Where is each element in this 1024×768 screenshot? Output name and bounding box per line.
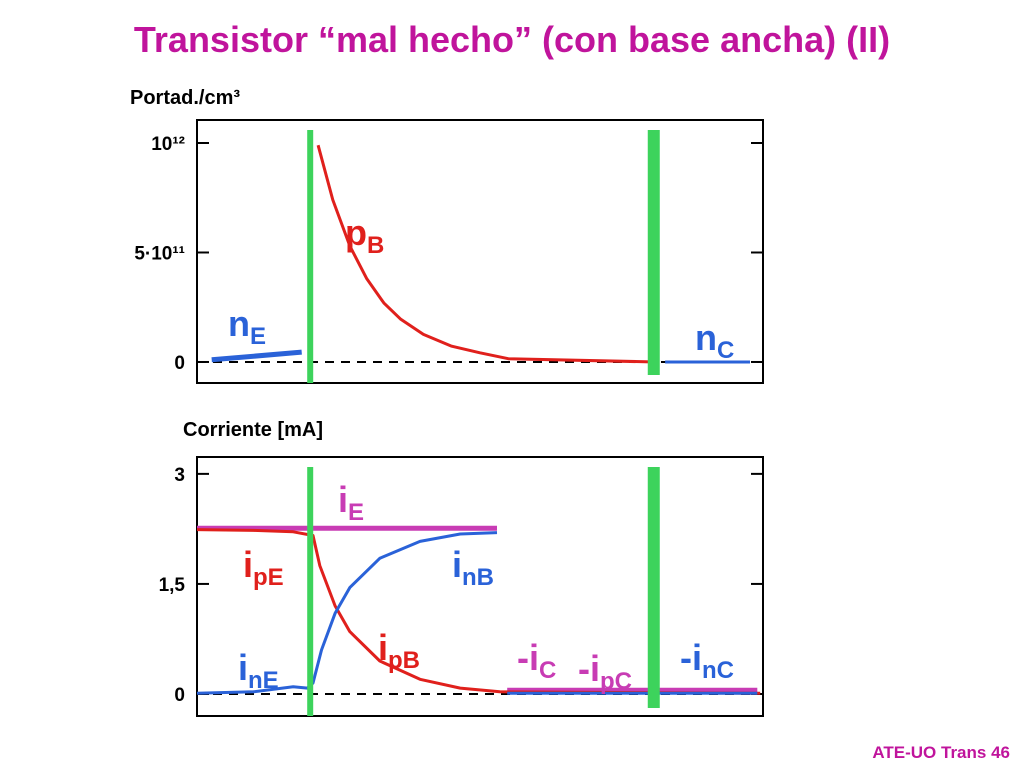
annotation: iE [338,479,364,526]
annotation-text: -i [517,637,539,678]
y-tick-label: 1,5 [159,575,186,596]
plot-frame [196,456,764,717]
annotation-text: -i [578,648,600,689]
annotation-sub: nB [462,564,494,591]
annotation-sub: C [539,657,556,684]
data-line [316,144,656,364]
y-tick-label: 3 [174,465,185,486]
y-axis-label: Portad./cm³ [130,87,240,109]
annotation-sub: E [250,323,266,350]
annotation: nC [695,317,734,364]
data-line [196,531,498,695]
annotation-text: i [338,479,348,520]
annotation-sub: B [367,232,384,259]
annotation-sub: pE [253,564,284,591]
annotation: pB [345,212,384,259]
y-tick-label: 0 [174,353,185,374]
annotation-text: n [228,303,250,344]
slide-title: Transistor “mal hecho” (con base ancha) … [134,19,890,60]
annotation: inB [452,544,494,591]
annotation: ipE [243,544,284,591]
y-tick-label: 5·10¹¹ [134,243,185,264]
data-line [196,528,761,695]
annotation-text: p [345,212,367,253]
annotation-sub: pB [388,647,420,674]
annotation-text: n [695,317,717,358]
annotation: inE [238,647,279,694]
y-axis-label: Corriente [mA] [183,419,323,441]
annotation-sub: nE [248,667,279,694]
annotation-sub: C [717,337,734,364]
annotation-text: -i [680,637,702,678]
annotation-sub: E [348,499,364,526]
annotation-sub: pC [600,668,632,695]
annotation: -inC [680,637,734,684]
annotation-text: i [238,647,248,688]
annotation: -iC [517,637,556,684]
plot-frame [196,119,764,384]
annotation-text: i [243,544,253,585]
annotation-sub: nC [702,657,734,684]
annotation-text: i [452,544,462,585]
annotation: -ipC [578,648,632,695]
annotation-text: i [378,627,388,668]
data-line [211,349,302,363]
y-tick-label: 0 [174,685,185,706]
y-tick-label: 10¹² [151,134,185,155]
annotation: nE [228,303,266,350]
annotation: ipB [378,627,420,674]
footer: ATE-UO Trans 46 [872,743,1010,762]
